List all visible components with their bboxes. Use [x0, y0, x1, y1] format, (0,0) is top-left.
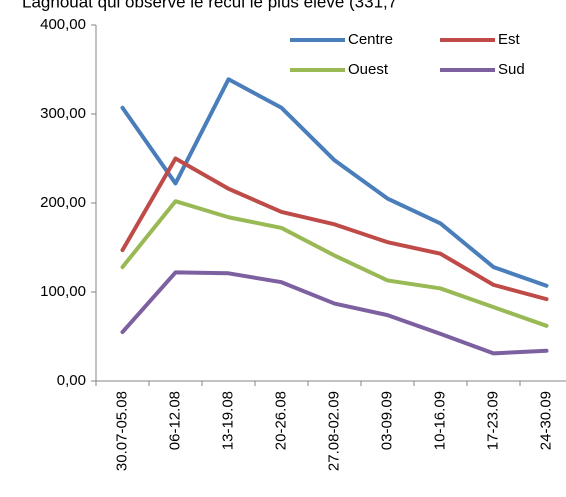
x-tick-label: 24-30.09 [537, 391, 554, 450]
x-tick-label: 10-16.09 [431, 391, 448, 450]
y-tick-label: 400,00 [40, 16, 86, 33]
series-line [120, 199, 549, 328]
x-tick-label: 17-23.09 [484, 391, 501, 450]
x-tick-label: 06-12.08 [166, 391, 183, 450]
legend-label: Est [498, 31, 521, 48]
y-tick-label: 100,00 [40, 283, 86, 300]
y-tick-label: 200,00 [40, 194, 86, 211]
legend-label: Centre [348, 31, 393, 48]
x-tick-label: 27.08-02.09 [325, 391, 342, 471]
x-tick-label: 13-19.08 [219, 391, 236, 450]
series-line [120, 156, 549, 302]
x-tick-label: 20-26.08 [272, 391, 289, 450]
series-line [120, 77, 549, 288]
legend-label: Ouest [348, 61, 389, 78]
legend-label: Sud [498, 61, 525, 78]
y-tick-label: 300,00 [40, 105, 86, 122]
chart-title: Laghouat qui observe le recul le plus él… [22, 0, 397, 11]
x-tick-label: 30.07-05.08 [113, 391, 130, 471]
x-tick-label: 03-09.09 [378, 391, 395, 450]
y-tick-label: 0,00 [57, 372, 86, 389]
series-line [120, 270, 549, 356]
